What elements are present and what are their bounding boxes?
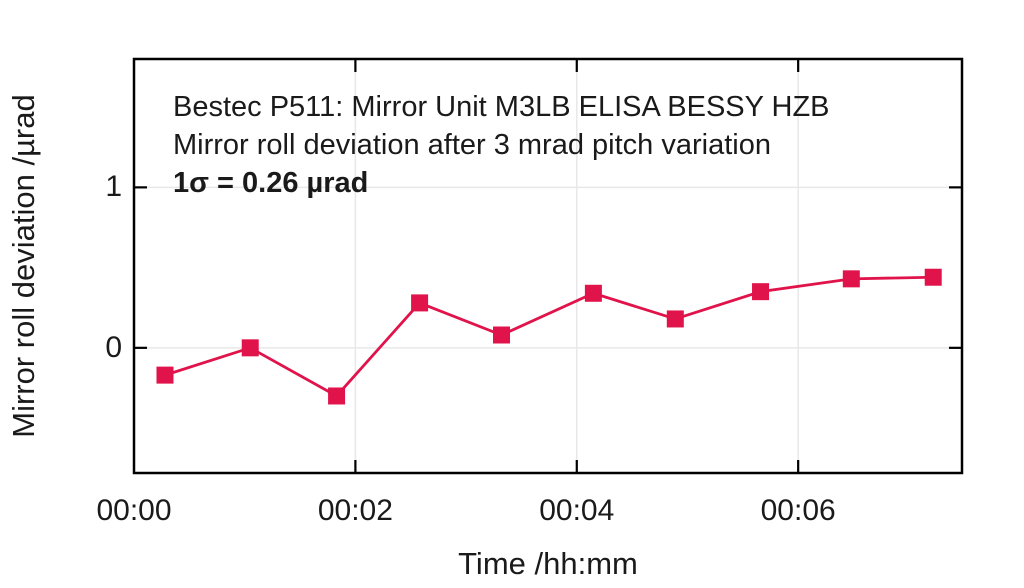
data-point-marker xyxy=(328,387,346,405)
data-point-marker xyxy=(411,294,429,312)
data-point-marker xyxy=(241,339,259,357)
x-tick-label: 00:00 xyxy=(96,494,172,527)
x-tick-label: 00:02 xyxy=(317,494,393,527)
data-point-marker xyxy=(924,268,942,286)
x-tick-label: 00:04 xyxy=(539,494,615,527)
data-series-line xyxy=(164,275,934,398)
annotation-title: Bestec P511: Mirror Unit M3LB ELISA BESS… xyxy=(173,91,830,123)
x-tick-label: 00:06 xyxy=(760,494,836,527)
data-point-marker xyxy=(666,310,684,328)
data-point-marker xyxy=(493,326,511,344)
y-tick-label: 0 xyxy=(105,330,122,364)
data-point-marker xyxy=(842,270,860,288)
data-point-marker xyxy=(156,366,174,384)
x-axis-label: Time /hh:mm xyxy=(458,546,638,581)
plot-frame xyxy=(132,57,964,475)
chart-annotation: Bestec P511: Mirror Unit M3LB ELISA BESS… xyxy=(173,88,830,202)
data-point-marker xyxy=(584,284,602,302)
annotation-subtitle: Mirror roll deviation after 3 mrad pitch… xyxy=(173,129,771,161)
y-axis-label: Mirror roll deviation /µrad xyxy=(6,94,41,438)
y-tick-label: 1 xyxy=(105,170,122,204)
data-point-marker xyxy=(752,283,770,301)
annotation-sigma-value: 1σ = 0.26 µrad xyxy=(173,167,369,199)
